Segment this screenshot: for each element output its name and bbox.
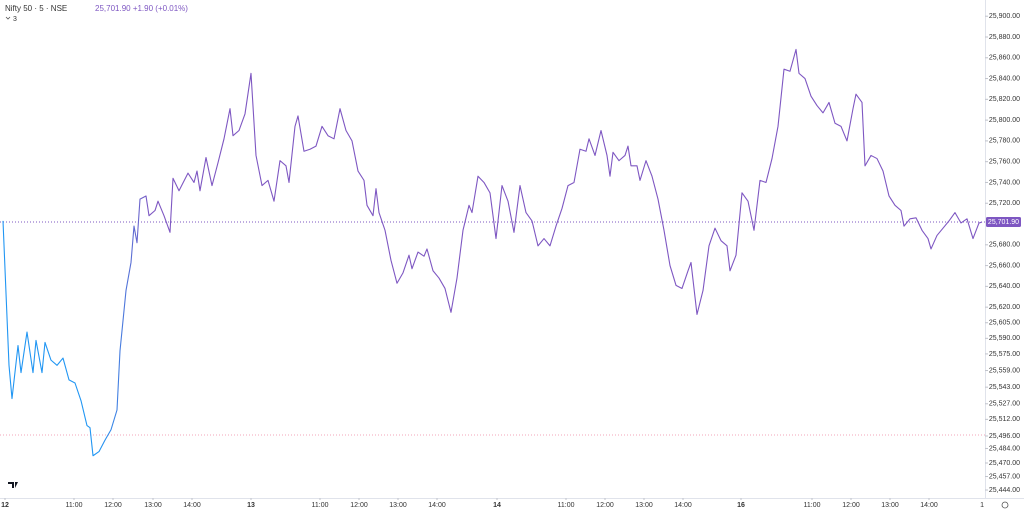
x-tick-label: 14:00 [428, 502, 446, 509]
x-tick-label: 12:00 [842, 502, 860, 509]
y-tick-label: 25,800.00 [989, 117, 1020, 124]
x-tick-label: 12:00 [350, 502, 368, 509]
x-tick-label: 13 [247, 502, 255, 509]
symbol: Nifty 50 · 5 · NSE [5, 4, 67, 13]
y-tick-label: 25,457.00 [989, 473, 1020, 480]
y-tick-label: 25,590.00 [989, 335, 1020, 342]
marks [0, 48, 985, 457]
y-tick-label: 25,575.00 [989, 351, 1020, 358]
settings-icon[interactable] [1001, 501, 1009, 509]
y-tick-label: 25,543.00 [989, 384, 1020, 391]
quote: 25,701.90 +1.90 (+0.01%) [95, 4, 188, 13]
x-tick-label: 11:00 [66, 502, 83, 509]
y-tick-label: 25,620.00 [989, 304, 1020, 311]
x-tick-label: 13:00 [881, 502, 899, 509]
y-tick-label: 25,900.00 [989, 13, 1020, 20]
x-tick-label: 12:00 [104, 502, 122, 509]
price-line [2, 48, 983, 457]
y-tick-label: 25,484.00 [989, 445, 1020, 452]
y-tick-label: 25,470.00 [989, 460, 1020, 467]
logo [8, 482, 18, 488]
y-tick-label: 25,760.00 [989, 159, 1020, 166]
y-tick-label: 25,680.00 [989, 242, 1020, 249]
x-tick-label: 16 [737, 502, 745, 509]
y-tick-label: 25,860.00 [989, 55, 1020, 62]
x-tick-label: 11:00 [804, 502, 821, 509]
x-tick-label: 14:00 [183, 502, 201, 509]
x-tick-label: 11:00 [312, 502, 329, 509]
x-tick-label: 14:00 [674, 502, 692, 509]
y-tick-label: 25,740.00 [989, 179, 1020, 186]
y-tick-label: 25,559.00 [989, 367, 1020, 374]
y-tick-label: 25,444.00 [989, 487, 1020, 494]
y-tick-label: 25,512.00 [989, 416, 1020, 423]
x-tick-label: 14 [493, 502, 501, 509]
x-tick-label: 14:00 [920, 502, 938, 509]
x-tick-label: 12 [1, 502, 9, 509]
x-tick-label: 13:00 [389, 502, 407, 509]
y-tick-label: 25,527.00 [989, 401, 1020, 408]
y-tick-label: 25,640.00 [989, 283, 1020, 290]
x-tick-label: 12:00 [596, 502, 614, 509]
y-tick-label: 25,720.00 [989, 200, 1020, 207]
x-tick-label: 11:00 [558, 502, 575, 509]
x-tick-label: 13:00 [635, 502, 653, 509]
corner-text[interactable]: 1 [980, 502, 984, 509]
y-tick-label: 25,840.00 [989, 75, 1020, 82]
x-tick-label: 13:00 [144, 502, 162, 509]
price-tag [986, 217, 1021, 228]
y-tick-label: 25,496.00 [989, 433, 1020, 440]
y-tick-label: 25,660.00 [989, 262, 1020, 269]
y-tick-label: 25,780.00 [989, 138, 1020, 145]
indicator-count[interactable]: 3 [13, 16, 17, 23]
y-tick-label: 25,820.00 [989, 96, 1020, 103]
y-tick-label: 25,880.00 [989, 34, 1020, 41]
price-tag-label: 25,701.90 [988, 219, 1019, 226]
y-tick-label: 25,605.00 [989, 320, 1020, 327]
collapse-icon[interactable] [5, 16, 11, 20]
